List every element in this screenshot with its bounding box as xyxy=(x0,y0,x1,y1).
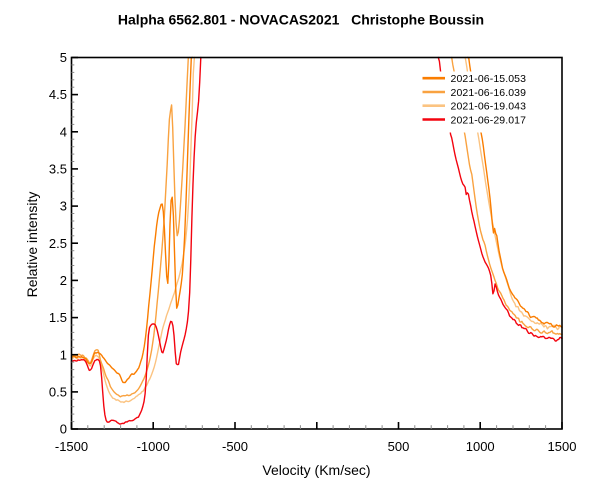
svg-text:Relative intensity: Relative intensity xyxy=(24,192,40,298)
svg-text:2021-06-16.039: 2021-06-16.039 xyxy=(451,87,527,99)
svg-text:2021-06-29.017: 2021-06-29.017 xyxy=(451,114,527,126)
svg-text:5: 5 xyxy=(60,50,67,65)
svg-text:4: 4 xyxy=(60,124,67,139)
svg-text:2021-06-19.043: 2021-06-19.043 xyxy=(451,101,527,113)
svg-text:Velocity (Km/sec): Velocity (Km/sec) xyxy=(262,462,370,478)
svg-text:-500: -500 xyxy=(222,439,248,454)
svg-text:1: 1 xyxy=(60,347,67,362)
svg-text:0.5: 0.5 xyxy=(49,385,67,400)
svg-text:-1000: -1000 xyxy=(137,439,170,454)
svg-text:1500: 1500 xyxy=(548,439,577,454)
svg-text:4.5: 4.5 xyxy=(49,87,67,102)
svg-text:2.5: 2.5 xyxy=(49,236,67,251)
svg-text:2: 2 xyxy=(60,273,67,288)
svg-text:-1500: -1500 xyxy=(55,439,88,454)
svg-text:1000: 1000 xyxy=(466,439,495,454)
svg-text:3: 3 xyxy=(60,199,67,214)
svg-text:3.5: 3.5 xyxy=(49,162,67,177)
svg-text:0: 0 xyxy=(60,422,67,437)
svg-text:Halpha 6562.801 - NOVACAS2021: Halpha 6562.801 - NOVACAS2021 Christophe… xyxy=(118,12,484,28)
svg-text:1.5: 1.5 xyxy=(49,310,67,325)
svg-text:2021-06-15.053: 2021-06-15.053 xyxy=(451,73,527,85)
svg-text:500: 500 xyxy=(388,439,410,454)
